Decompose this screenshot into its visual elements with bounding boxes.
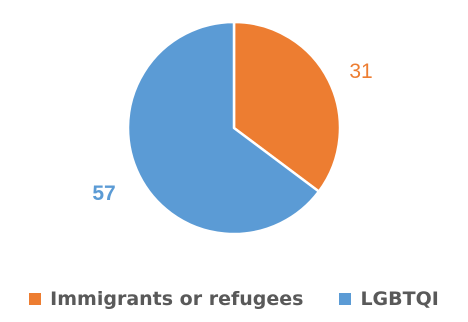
legend-swatch [339, 293, 352, 305]
pie-slice-lgbtqi [126, 20, 321, 236]
pie-slices [126, 20, 342, 236]
pie-slice-immigrants-or-refugees [232, 20, 342, 193]
legend-item: Immigrants or refugees [29, 288, 303, 310]
legend-item: LGBTQI [339, 288, 439, 310]
legend-swatch [29, 293, 42, 305]
legend-label: Immigrants or refugees [50, 288, 304, 310]
data-label-lgbtqi: 57 [92, 182, 115, 205]
data-label-immigrants-or-refugees: 31 [349, 60, 372, 83]
data-labels: 31 57 [92, 60, 372, 205]
legend-label: LGBTQI [360, 288, 439, 310]
legend: Immigrants or refugees LGBTQI [0, 288, 468, 310]
